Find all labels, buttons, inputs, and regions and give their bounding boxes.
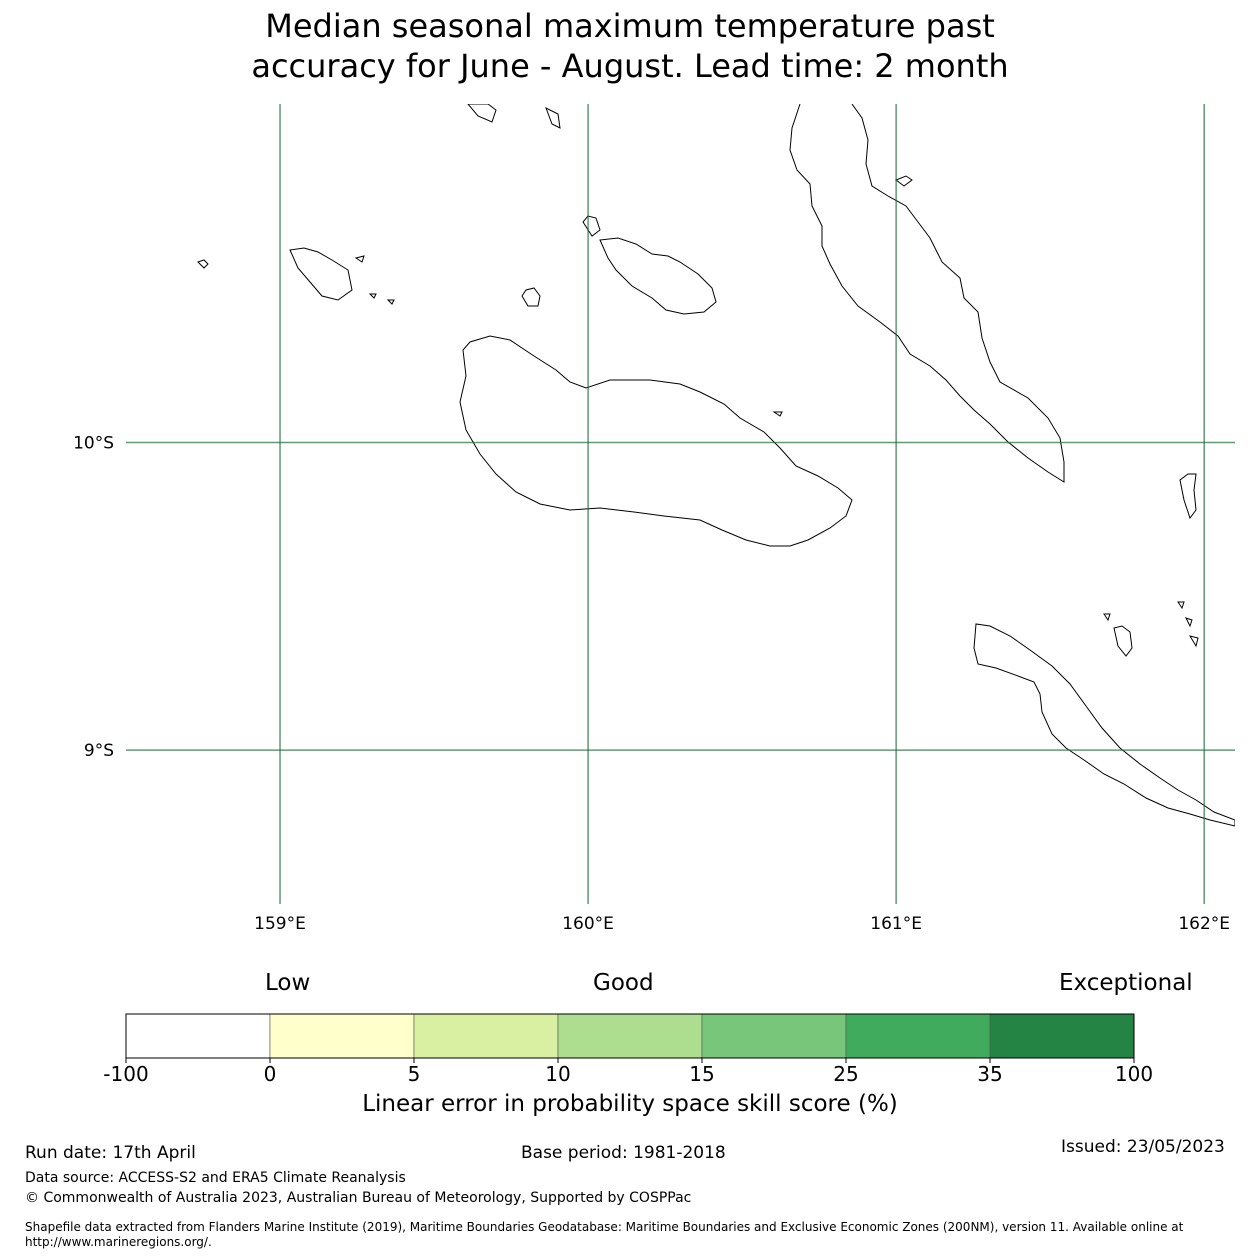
coastline-islet-a — [545, 106, 561, 129]
colorbar: -100 0 5 10 15 25 35 100 — [103, 1013, 1153, 1086]
coastline-islet-j — [772, 411, 783, 417]
coastline-central-north — [467, 104, 497, 123]
colorbar-tick-label-0: -100 — [103, 1062, 148, 1086]
coastline-islet-c — [894, 175, 913, 187]
colorbar-bin-1 — [269, 1013, 415, 1059]
coastline-islet-f — [1103, 613, 1111, 622]
lat-tick-label-0: 9°S — [84, 741, 114, 761]
colorbar-tick-label-6: 35 — [977, 1062, 1002, 1086]
shapefile-credit: Shapefile data extracted from Flanders M… — [25, 1220, 1184, 1249]
colorbar-tick-label-1: 0 — [264, 1062, 277, 1086]
lon-tick-label-3: 162°E — [1178, 914, 1230, 934]
map-title-line-1: Median seasonal maximum temperature past — [265, 7, 995, 45]
colorbar-tick-label-3: 10 — [545, 1062, 570, 1086]
graticule — [126, 104, 1235, 904]
coastlines — [197, 104, 1235, 827]
lon-tick-label-0: 159°E — [254, 914, 306, 934]
coastline-islet-m — [368, 293, 377, 299]
run-date: Run date: 17th April — [25, 1143, 196, 1163]
colorbar-bin-2 — [413, 1013, 559, 1059]
colorbar-tick-label-4: 15 — [689, 1062, 714, 1086]
colorbar-bin-5 — [845, 1013, 991, 1059]
map-title: Median seasonal maximum temperature past… — [0, 6, 1260, 86]
base-period: Base period: 1981-2018 — [521, 1143, 726, 1163]
coastline-islet-e — [1113, 625, 1133, 657]
data-source: Data source: ACCESS-S2 and ERA5 Climate … — [25, 1170, 406, 1186]
legend-category-good: Good — [593, 970, 654, 996]
lon-tick-label-1: 160°E — [562, 914, 614, 934]
colorbar-tick-label-5: 25 — [833, 1062, 858, 1086]
issued-date: Issued: 23/05/2023 — [1061, 1137, 1225, 1157]
legend-category-exceptional: Exceptional — [1059, 970, 1193, 996]
coastline-savo — [521, 287, 541, 307]
colorbar-title: Linear error in probability space skill … — [362, 1091, 898, 1117]
colorbar-bin-6 — [989, 1013, 1135, 1059]
coastline-santa-isabel — [789, 104, 1065, 483]
coastline-florida-islands — [599, 237, 717, 315]
coastline-islet-d — [1179, 473, 1197, 520]
coastline-islet-h — [1185, 617, 1193, 628]
coastline-islet-k — [386, 299, 395, 305]
lon-tick-label-2: 161°E — [870, 914, 922, 934]
map-title-line-2: accuracy for June - August. Lead time: 2… — [251, 47, 1009, 85]
coastline-guadalcanal — [459, 335, 853, 547]
colorbar-tick-label-7: 100 — [1115, 1062, 1153, 1086]
colorbar-bin-0 — [125, 1013, 271, 1059]
coastline-islet-l — [354, 255, 365, 263]
coastline-makira — [973, 623, 1235, 827]
coastline-ngella — [582, 215, 601, 237]
coastline-islet-g — [1177, 601, 1185, 610]
colorbar-tick-label-2: 5 — [408, 1062, 421, 1086]
colorbar-bin-4 — [701, 1013, 847, 1059]
colorbar-frame — [125, 1013, 1135, 1059]
axis-tick-labels: 159°E 160°E 161°E 162°E 9°S 10°S — [73, 433, 1230, 934]
copyright: © Commonwealth of Australia 2023, Austra… — [25, 1190, 692, 1206]
legend-category-low: Low — [265, 970, 311, 996]
colorbar-bin-3 — [557, 1013, 703, 1059]
coastline-islet-i — [1188, 635, 1199, 648]
coastline-islet-b — [197, 259, 209, 269]
coastline-russell-islands — [289, 247, 353, 301]
lat-tick-label-1: 10°S — [73, 433, 114, 453]
